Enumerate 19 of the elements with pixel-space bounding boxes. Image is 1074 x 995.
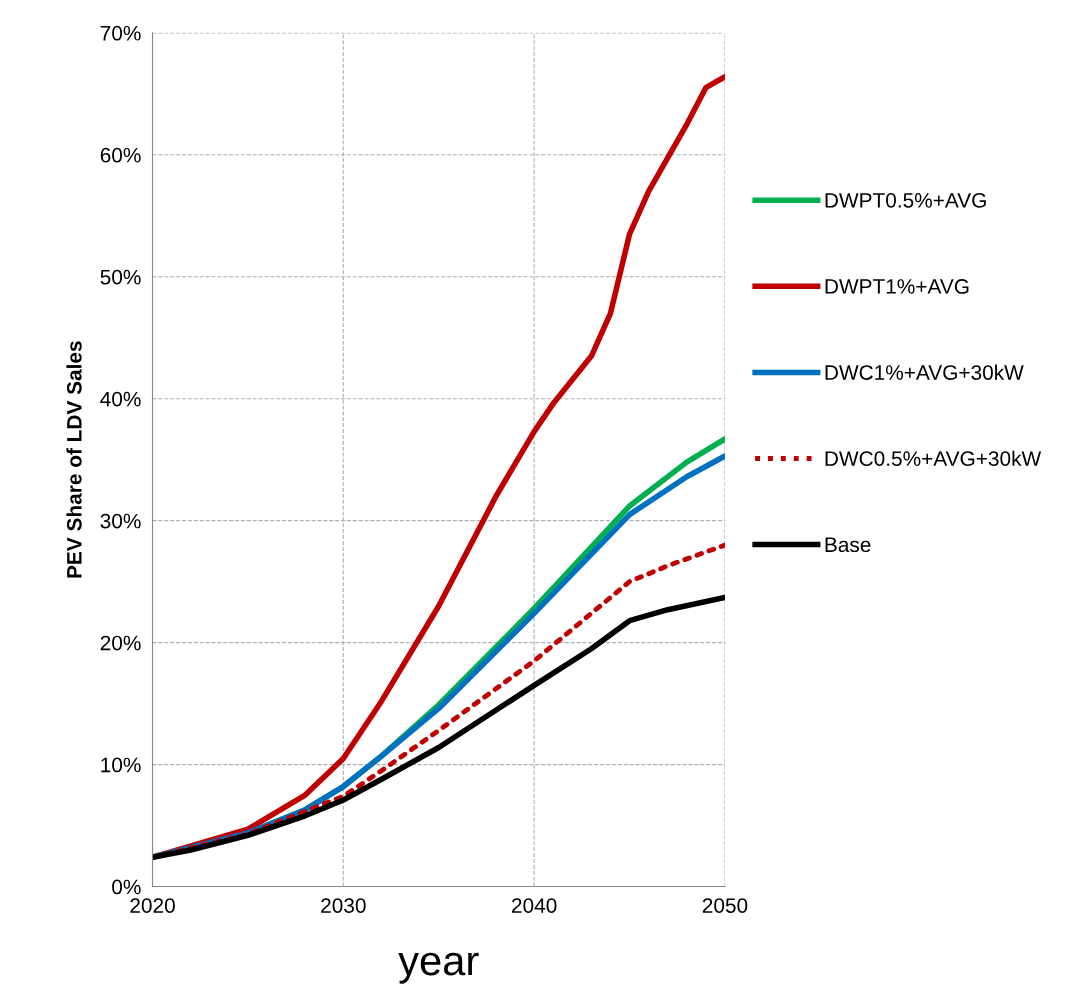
y-tick-label: 40%	[100, 391, 141, 407]
y-tick-label: 30%	[100, 513, 141, 529]
legend-label: DWPT1%+AVG	[825, 279, 969, 294]
y-tick-label: 70%	[100, 25, 141, 41]
legend-label: DWC1%+AVG+30kW	[825, 364, 1024, 380]
x-tick-label: 2040	[512, 898, 557, 913]
y-axis-title: PEV Share of LDV Sales	[66, 341, 82, 578]
y-tick-label: 10%	[101, 757, 141, 773]
legend-label: Base	[825, 537, 871, 553]
y-tick-label: 60%	[100, 147, 141, 163]
y-tick-label: 20%	[100, 635, 141, 651]
x-axis-title: year	[398, 952, 479, 984]
x-tick-label: 2020	[130, 898, 175, 913]
x-tick-label: 2050	[702, 898, 748, 913]
x-tick-label: 2030	[321, 898, 366, 913]
legend-label: DWPT0.5%+AVG	[825, 192, 986, 208]
y-tick-label: 0%	[112, 879, 141, 895]
y-tick-label: 50%	[100, 269, 141, 285]
legend-label: DWC0.5%+AVG+30kW	[825, 450, 1042, 466]
